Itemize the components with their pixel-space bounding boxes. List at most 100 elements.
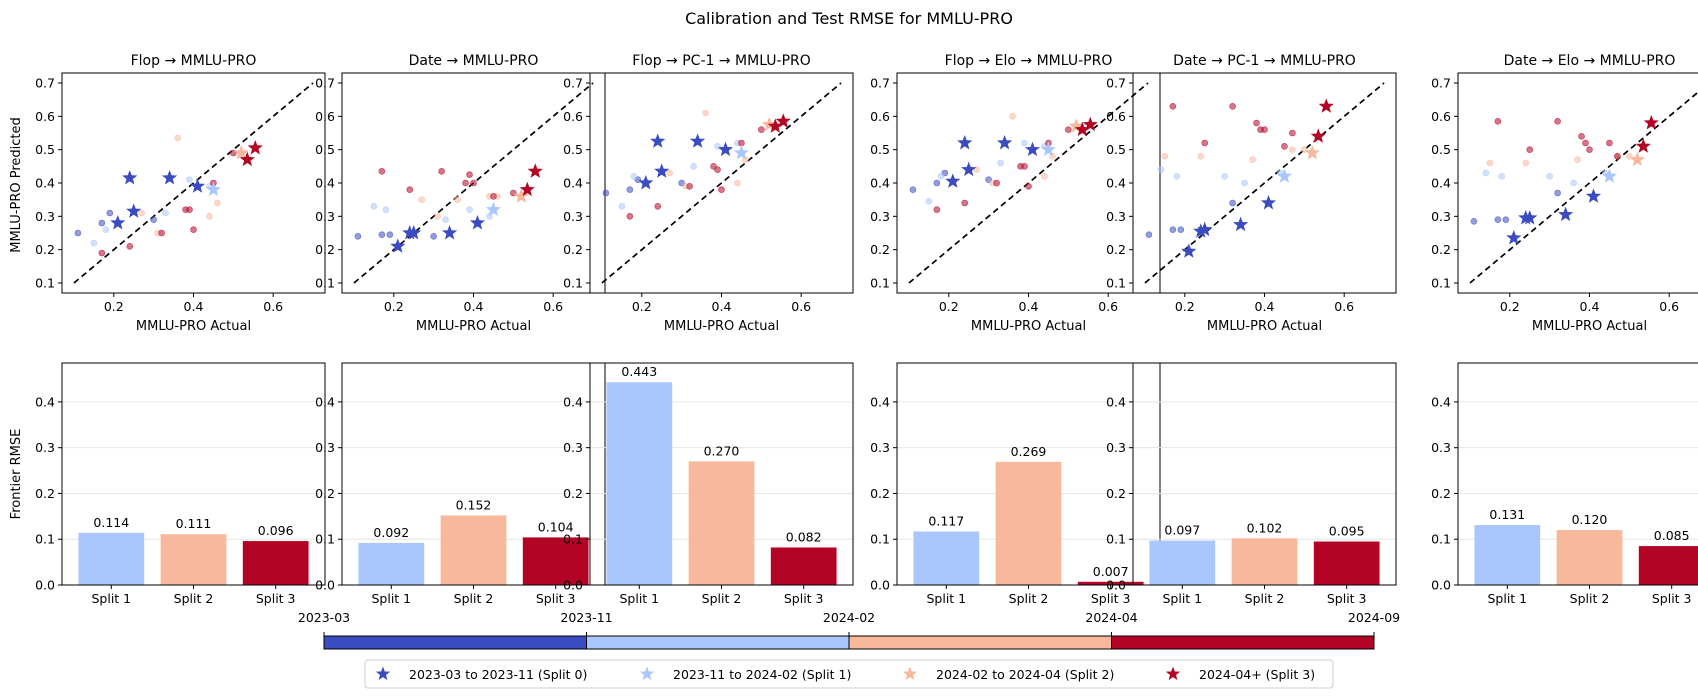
x-tick-label: 0.2 [384,299,404,314]
scatter-dot [718,186,725,193]
reference-line [1469,91,1698,284]
scatter-dot [186,176,193,183]
y-tick-label: 0.2 [1431,486,1451,501]
panel-title: Flop → Elo → MMLU-PRO [945,53,1113,69]
scatter-star [945,173,961,188]
scatter-dot [993,179,1000,187]
y-tick-label: 0.4 [870,394,890,409]
scatter-dot [462,179,469,187]
scatter-panel-1: Flop → MMLU-PRO 0.1 0.2 0.3 0.4 0.5 0.6 0.7 0.2 0… [35,53,326,334]
x-tick-label: 0.6 [1659,299,1679,314]
x-axis-label: MMLU-PRO Actual [664,319,779,334]
y-tick-label: 0.7 [1106,76,1126,91]
scatter-star [1635,138,1651,153]
scatter-dot [909,186,917,193]
y-tick-label: 0.0 [1431,578,1451,593]
bar [1077,581,1144,585]
timeline-segment [1111,636,1374,649]
scatter-dot [1486,159,1494,167]
x-tick-label: 0.6 [791,299,811,314]
scatter-dot [138,209,145,217]
scatter-star [1601,168,1618,183]
legend-star-icon [639,666,655,681]
scatter-dot [1526,146,1534,153]
x-tick-label: Split 2 [174,591,214,606]
scatter-star [775,113,791,128]
bar-panel-5: 0.097 Split 1 0.102 Split 2 0.095 Split 3 0.0 0… [1106,362,1397,606]
scatter-dot [602,189,610,197]
scatter-dot [1229,199,1236,207]
y-tick-label: 0.7 [870,76,890,91]
x-tick-label: 0.4 [464,299,484,314]
y-tick-label: 0.1 [35,532,55,547]
scatter-dot [438,168,445,175]
scatter-star [126,203,142,218]
scatter-dot [106,209,114,217]
bar-value-label: 0.102 [1247,520,1283,535]
scatter-dot [486,213,493,220]
scatter-star [110,215,126,230]
bar [1149,540,1216,585]
bar-panel-6: 0.131 Split 1 0.120 Split 2 0.085 Split 3 0.0 0… [1431,362,1698,606]
timeline-segment [324,636,587,649]
scatter-dot [933,206,941,213]
scatter-dot [1502,216,1510,223]
y-tick-label: 0.3 [563,209,583,224]
scatter-dot [1281,143,1288,150]
x-tick-label: 0.2 [1500,299,1520,314]
scatter-dot [102,226,110,233]
scatter-dot [206,213,213,220]
x-tick-label: 0.6 [1098,299,1118,314]
y-tick-label: 0.5 [35,142,55,157]
y-tick-label: 0.0 [1106,578,1126,593]
scatter-dot [937,173,945,180]
x-tick-label: Split 1 [91,591,131,606]
scatter-dot [690,163,697,170]
x-tick-label: Split 2 [1570,591,1610,606]
x-tick-label: 0.4 [184,299,204,314]
y-tick-label: 0.3 [315,440,335,455]
y-tick-label: 0.4 [1106,176,1126,191]
y-tick-label: 0.3 [1106,440,1126,455]
scatter-star [390,238,406,253]
bar [1556,530,1623,585]
x-tick-label: 0.2 [632,299,652,314]
axes-frame [1132,362,1397,586]
scatter-dot [1586,146,1593,153]
y-tick-label: 0.3 [563,440,583,455]
y-tick-label: 0.5 [1431,142,1451,157]
x-tick-label: 0.2 [939,299,959,314]
y-tick-label: 0.6 [870,109,890,124]
scatter-dot [430,233,437,240]
scatter-dot [1169,226,1177,233]
scatter-dot [1570,179,1577,187]
bar [606,382,673,585]
scatter-star [485,201,502,217]
panel-title: Date → PC-1 → MMLU-PRO [1173,53,1356,69]
bar [358,542,425,585]
scatter-dot [758,126,765,133]
legend-star-icon [1165,666,1181,681]
x-axis-label: MMLU-PRO Actual [1532,319,1647,334]
x-tick-label: 0.4 [712,299,732,314]
scatter-star [1585,188,1602,203]
scatter-dot [1021,163,1028,170]
top-row-ylabel: MMLU-PRO Predicted [9,117,24,253]
bottom-row-ylabel: Frontier RMSE [9,429,24,520]
y-tick-label: 0.7 [563,76,583,91]
scatter-star [961,161,977,177]
y-tick-label: 0.2 [1106,486,1126,501]
y-tick-label: 0.2 [870,242,890,257]
y-tick-label: 0.0 [35,578,55,593]
scatter-star [1074,121,1090,137]
scatter-dot [90,239,98,247]
timeline-tick-label: 2023-03 [298,610,350,625]
y-tick-label: 0.1 [870,532,890,547]
x-tick-label: Split 3 [784,591,824,606]
y-tick-label: 0.3 [870,209,890,224]
scatter-star [247,140,263,155]
y-tick-label: 0.4 [1106,394,1126,409]
bar [440,515,507,585]
legend: 2023-03 to 2023-11 (Split 0) 2023-11 to 2… [364,659,1334,689]
